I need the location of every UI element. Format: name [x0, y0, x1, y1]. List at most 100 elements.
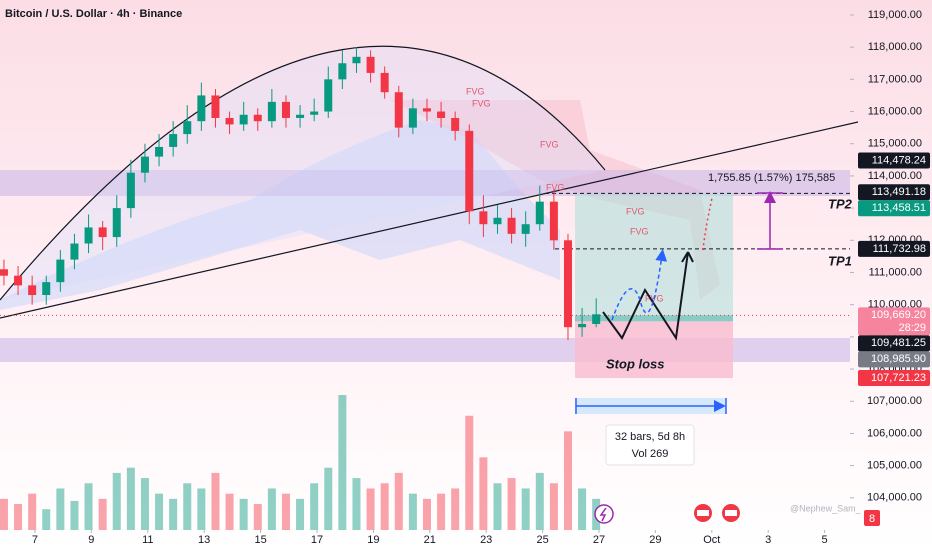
projection-arrow [681, 251, 694, 263]
price-tag-label: 114,478.24 [872, 154, 926, 166]
volume-bar [408, 493, 417, 530]
x-tick-label: 11 [142, 534, 153, 546]
x-tick-label: 27 [593, 534, 605, 546]
measure-label: 1,755.85 (1.57%) 175,585 [708, 172, 835, 184]
range-text: 32 bars, 5d 8h [615, 431, 685, 443]
volume-bar [521, 488, 530, 530]
volume-bar [394, 472, 403, 530]
volume-bar [197, 488, 206, 530]
volume-bar [126, 467, 135, 530]
y-tick-label: 115,000.00 [868, 138, 922, 150]
volume-bar [465, 415, 474, 530]
volume-bar [267, 488, 276, 530]
candle-body [225, 117, 234, 125]
price-tag [858, 240, 930, 257]
tp-label: TP1 [828, 253, 852, 268]
volume-bar [352, 478, 361, 530]
candle-body [169, 134, 178, 147]
x-tick-label: 7 [32, 534, 38, 546]
volume-bar [98, 498, 107, 530]
volume-bar [225, 493, 234, 530]
alt-path [611, 249, 668, 321]
candle-body [56, 259, 65, 283]
x-tick-label: 23 [480, 534, 492, 546]
candle-body [42, 282, 51, 296]
candle-body [14, 275, 23, 286]
volume-bar [296, 498, 305, 530]
price-tag [858, 335, 930, 352]
candle-body [239, 114, 248, 125]
candle-body [296, 114, 305, 118]
y-tick-label: 118,000.00 [868, 41, 922, 53]
volume-bar [253, 504, 262, 530]
x-tick-label: 9 [88, 534, 94, 546]
candle-body [465, 130, 474, 212]
countdown: 28:29 [898, 322, 926, 334]
arc [0, 45, 606, 301]
candle-body [549, 201, 558, 241]
candle-body [422, 108, 431, 112]
y-tick-label: 114,000.00 [868, 170, 922, 182]
supply-zone [0, 170, 850, 196]
x-tick-label: 29 [649, 534, 661, 546]
price-tag [858, 307, 930, 336]
projection-path [602, 251, 689, 341]
x-tick-label: 5 [822, 534, 828, 546]
candle-body [267, 101, 276, 122]
volume-bar [112, 472, 121, 530]
candle-body [324, 79, 333, 112]
candle-body [338, 63, 347, 80]
price-tag-label: 113,491.18 [872, 186, 926, 198]
volume-bar [183, 483, 192, 530]
candle-body [408, 108, 417, 128]
tp-label: TP2 [828, 196, 853, 211]
candle-body [28, 285, 37, 296]
price-tag-label: 107,721.23 [871, 372, 926, 384]
volume-bar [14, 504, 23, 530]
price-tag-label: 108,985.90 [871, 353, 926, 365]
x-tick-label: 17 [311, 534, 323, 546]
price-tag-label: 111,732.98 [873, 243, 926, 255]
volume-bar [422, 498, 431, 530]
candle-body [183, 121, 192, 135]
volume-bar [56, 488, 65, 530]
fvg-label: FVG [626, 206, 645, 216]
volume-bar [0, 498, 8, 530]
candle-body [479, 211, 488, 225]
candle-body [366, 56, 375, 73]
volume-bar [507, 478, 516, 530]
x-tick-label: 15 [254, 534, 266, 546]
volume-bar [563, 431, 572, 530]
candle-body [380, 72, 389, 93]
volume-bar [84, 483, 93, 530]
candle-body [394, 92, 403, 128]
candle-body [112, 208, 121, 238]
plot-layer [0, 47, 850, 530]
open-profit [575, 315, 733, 322]
volume-bar [338, 395, 347, 530]
volume-bar [437, 493, 446, 530]
x-tick-label: Oct [703, 534, 720, 546]
fvg-label: FVG [630, 226, 649, 236]
x-tick-label: 19 [367, 534, 379, 546]
x-tick-label: 3 [765, 534, 771, 546]
event-flag-stripe [725, 510, 737, 516]
event-icon[interactable] [594, 504, 614, 524]
price-tag-label: 109,481.25 [871, 337, 926, 349]
candle-body [592, 314, 601, 324]
price-tag-label: 113,458.51 [872, 202, 926, 214]
candle-body [70, 243, 79, 260]
y-tick-label: 106,000.00 [867, 427, 922, 439]
watermark: @Nephew_Sam_ [790, 503, 862, 513]
volume-bar [493, 483, 502, 530]
volume-bar [451, 488, 460, 530]
candle-body [0, 269, 8, 276]
stop-label: Stop loss [606, 356, 665, 371]
badge[interactable] [864, 510, 880, 526]
volume-bar [239, 498, 248, 530]
volume-bar [366, 488, 375, 530]
candle-body [310, 111, 319, 115]
badge-text: 8 [869, 513, 875, 525]
